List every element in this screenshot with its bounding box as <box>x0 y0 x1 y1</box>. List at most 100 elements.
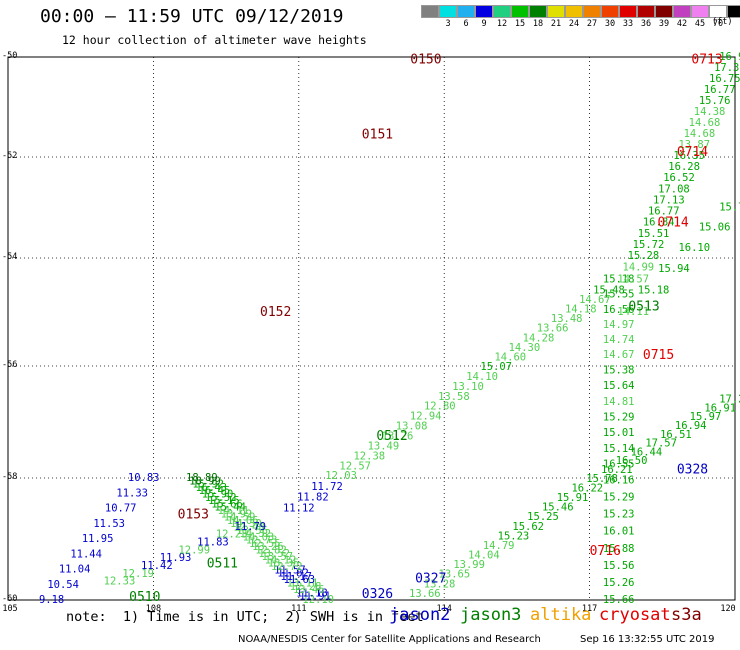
wave-height-reading: 16.75 <box>709 73 740 85</box>
wave-height-reading: 15.66 <box>603 594 635 606</box>
wave-height-reading: 15.38 <box>603 364 635 376</box>
pass-time-label: 0326 <box>362 587 393 602</box>
satellite-legend-altika: altika <box>530 605 592 625</box>
wave-height-reading: 16.55 <box>603 459 635 471</box>
wave-height-reading: 16.35 <box>673 150 705 162</box>
color-scale-cell: 45 <box>691 5 709 30</box>
wave-height-reading: 11.83 <box>197 536 229 548</box>
wave-height-reading: 14.59 <box>224 512 256 524</box>
color-scale-cell: 33 <box>619 5 637 30</box>
wave-height-reading: 14.60 <box>494 351 526 363</box>
wave-height-reading: 15.62 <box>512 521 544 533</box>
wave-height-reading: 13.10 <box>452 381 484 393</box>
wave-height-reading: 11.17 <box>280 571 312 583</box>
color-swatch <box>673 5 691 18</box>
wave-height-reading: 14.57 <box>617 274 649 286</box>
color-swatch <box>583 5 601 18</box>
wave-height-reading: 13.11 <box>287 578 319 590</box>
color-scale-label: 45 <box>694 19 706 29</box>
wave-height-reading: 14.67 <box>603 349 635 361</box>
wave-height-reading: 14.68 <box>689 117 721 129</box>
wave-height-reading: 11.04 <box>59 564 91 576</box>
pass-time-label: 0151 <box>362 128 393 143</box>
color-swatch <box>511 5 529 18</box>
wave-height-reading: 15.91 <box>557 492 589 504</box>
wave-height-reading: 13.65 <box>439 569 471 581</box>
wave-height-reading: 15.18 <box>638 284 670 296</box>
wave-height-reading: 15.29 <box>603 492 635 504</box>
wave-height-reading: 15.52 <box>205 492 237 504</box>
color-swatch <box>727 5 740 18</box>
latitude-tick-label: -56 <box>2 360 18 370</box>
wave-height-reading: 15.46 <box>542 502 574 514</box>
wave-height-reading: 12.19 <box>122 568 154 580</box>
pass-time-label: 0713 <box>691 53 722 68</box>
wave-height-reading: 11.91 <box>299 591 331 603</box>
wave-height-reading: 13.26 <box>382 431 414 443</box>
wave-height-reading: 15.48 <box>593 284 625 296</box>
wave-height-reading: 12.94 <box>410 411 442 423</box>
color-scale-label: 9 <box>481 19 487 29</box>
wave-height-reading: 15.94 <box>658 263 690 275</box>
wave-height-reading: 13.26 <box>252 541 284 553</box>
wave-height-reading: 12.99 <box>178 544 210 556</box>
wave-height-reading: 15.55 <box>603 289 635 301</box>
wave-height-reading: 16.50 <box>616 455 648 467</box>
wave-height-reading: 15.92 <box>192 479 224 491</box>
color-swatch <box>709 5 727 18</box>
color-scale-label: 21 <box>550 19 562 29</box>
wave-height-reading: 13.66 <box>537 323 569 335</box>
page-title: 00:00 – 11:59 UTC 09/12/2019 <box>40 6 344 27</box>
wave-height-reading: 11.79 <box>235 521 267 533</box>
color-scale-label: 12 <box>496 19 508 29</box>
wave-height-reading: 15.01 <box>603 427 635 439</box>
color-scale-cell: 15 <box>511 5 529 30</box>
wave-height-reading: 14.79 <box>483 540 515 552</box>
wave-height-reading: 17.57 <box>645 438 677 450</box>
wave-height-reading: 16.77 <box>704 84 736 96</box>
color-scale-cell: 42 <box>673 5 691 30</box>
pass-time-label: 0327 <box>415 572 446 587</box>
wave-height-reading: 12.55 <box>249 538 281 550</box>
wave-height-reading: 16.95 <box>719 51 740 63</box>
color-swatch <box>529 5 547 18</box>
color-swatch <box>601 5 619 18</box>
color-scale-label: 33 <box>622 19 634 29</box>
wave-height-reading: 11.57 <box>274 564 306 576</box>
pass-time-label: 0714 <box>657 216 688 231</box>
longitude-tick-label: 111 <box>291 604 307 614</box>
wave-height-reading: 14.11 <box>217 505 249 517</box>
pass-time-label: 0150 <box>410 53 441 68</box>
wave-height-reading: 11.82 <box>297 492 329 504</box>
color-scale-label: 6 <box>463 19 469 29</box>
color-scale-bar: 3 6 9 12 15 18 21 24 27 30 33 36 39 42 45 70 <box>421 5 740 30</box>
latitude-tick-label: -58 <box>2 472 18 482</box>
wave-height-reading: 14.32 <box>240 528 272 540</box>
wave-height-reading: 16.51 <box>660 429 692 441</box>
wave-height-reading: 15.78 <box>586 473 618 485</box>
wave-height-reading: 11.44 <box>70 548 102 560</box>
latitude-tick-label: -50 <box>2 51 18 61</box>
color-scale-cell: 27 <box>583 5 601 30</box>
wave-height-reading: 14.99 <box>623 262 655 274</box>
wave-height-reading: 17.21 <box>719 394 740 406</box>
wave-height-reading: 13.08 <box>396 421 428 433</box>
wave-height-reading: 13.57 <box>262 551 294 563</box>
wave-height-reading: 14.03 <box>243 531 275 543</box>
wave-height-reading: 15.56 <box>603 560 635 572</box>
wave-height-reading: 15.25 <box>527 511 559 523</box>
wave-height-reading: 16.94 <box>675 420 707 432</box>
satellite-legend-cryosat: cryosat <box>599 605 671 625</box>
color-swatch <box>475 5 493 18</box>
longitude-tick-label: 117 <box>581 604 598 614</box>
wave-height-reading: 15.71 <box>719 202 740 214</box>
wave-height-reading: 11.53 <box>93 518 125 530</box>
wave-height-reading: 16.10 <box>678 242 710 254</box>
color-scale-cell: 24 <box>565 5 583 30</box>
color-scale-cell: 3 <box>439 5 457 30</box>
wave-height-reading: 18.89 <box>186 472 218 484</box>
wave-height-reading: 17.37 <box>714 62 740 74</box>
wave-height-reading: 12.28 <box>290 581 322 593</box>
latitude-tick-label: -52 <box>2 151 18 161</box>
latitude-tick-label: -54 <box>2 252 18 262</box>
